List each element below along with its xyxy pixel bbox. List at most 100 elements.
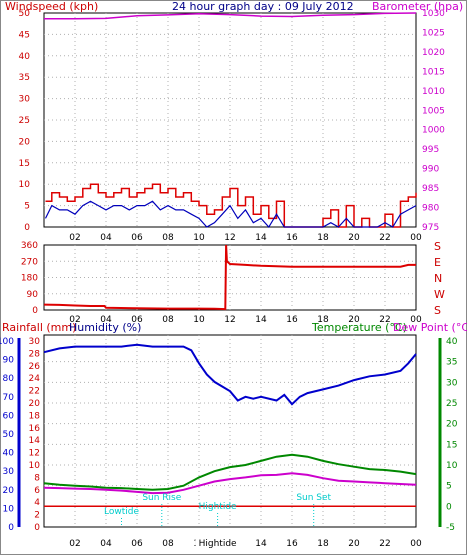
wind-baro-x-tick-labels: 02 04 06 08 10 12 14 16 18 20 22 00 [69,233,422,243]
wind-direction-line [43,244,416,311]
temperature-tick-label: 20 [446,420,458,430]
x-tick-label: 08 [162,233,174,243]
rainfall-tick-label: 2 [34,511,40,521]
x-tick-label: 00 [410,233,422,243]
windspeed-tick-label: 25 [19,116,30,126]
compass-label: S [434,304,441,317]
rainfall-tick-label: 20 [29,399,41,409]
temp-humidity-grid [44,335,416,527]
humidity-tick-label: 70 [3,393,15,403]
humidity-tick-label: 20 [3,486,15,496]
windspeed-tick-label: 5 [24,202,30,212]
barometer-tick-label: 985 [422,184,439,194]
compass-label: N [434,272,442,285]
barometer-tick-label: 995 [422,145,439,155]
x-tick-label: 22 [379,233,390,243]
temp-humidity-series [43,343,417,508]
rainfall-tick-label: 22 [29,387,40,397]
rainfall-tick-label: 24 [29,374,41,384]
humidity-line [43,343,417,406]
x-tick-label: 02 [69,539,80,549]
axis-annotation-label: Hightide [199,539,237,549]
direction-tick-label: 0 [32,306,38,316]
windspeed-tick-label: 15 [19,159,30,169]
x-tick-label: 10 [193,233,205,243]
temperature-tick-label: 40 [446,337,458,347]
wind-direction-series [43,244,416,311]
x-tick-label: 20 [348,315,360,325]
barometer-tick-label: 1030 [422,9,445,19]
x-tick-label: 18 [317,539,329,549]
rainfall-tick-label: 8 [34,473,40,483]
windspeed-tick-label: 50 [19,9,31,19]
barometer-tick-label: 1005 [422,106,445,116]
direction-tick-label: 90 [27,290,39,300]
wind-baro-series [44,12,417,229]
barometer-tick-label: 1015 [422,67,445,77]
x-tick-label: 14 [255,539,267,549]
x-tick-label: 00 [410,539,422,549]
annotation-label: Sun Rise [142,493,181,503]
temperature-tick-label: 25 [446,399,457,409]
annotation-label: Hightide [199,502,237,512]
x-tick-label: 16 [286,315,298,325]
annotation-label: Sun Set [296,493,331,503]
windspeed-tick-label: 20 [19,137,31,147]
rainfall-tick-label: 18 [29,411,41,421]
humidity-tick-label: 80 [3,374,15,384]
barometer-line [44,12,417,20]
x-tick-label: 08 [162,539,174,549]
chart-title: 24 hour graph day : 09 July 2012 [172,0,354,13]
rainfall-tick-label: 16 [29,424,41,434]
rainfall-tick-label: 30 [29,337,41,347]
barometer-tick-label: 1020 [422,48,445,58]
windspeed-tick-label: 10 [19,180,31,190]
barometer-tick-labels: 975 980 985 990 995 1000 1005 1010 1015 1020 1025 1… [422,9,445,233]
rainfall-tick-label: 4 [34,498,40,508]
rainfall-tick-label: 28 [29,349,41,359]
windspeed-tick-label: 35 [19,73,30,83]
temperature-tick-label: 30 [446,378,458,388]
x-tick-label: 04 [100,315,112,325]
x-tick-label: 12 [224,233,235,243]
barometer-tick-label: 1025 [422,28,445,38]
dewpoint-line [43,472,417,495]
windspeed-tick-labels: 0 5 10 15 20 25 30 35 40 45 50 [19,9,31,233]
x-tick-label: 04 [100,233,112,243]
x-tick-label: 10 [193,315,205,325]
x-tick-label: 18 [317,233,329,243]
windspeed-axis-label: Windspeed (kph) [5,0,98,13]
humidity-tick-label: 100 [0,337,14,347]
rainfall-tick-label: 12 [29,449,40,459]
x-tick-label: 20 [348,233,360,243]
x-tick-label: 00 [410,315,422,325]
temperature-axis-label: Temperature (°C) [311,321,407,334]
humidity-tick-label: 90 [3,356,15,366]
windspeed-line [44,200,417,229]
x-tick-label: 16 [286,539,298,549]
barometer-tick-label: 975 [422,223,439,233]
x-tick-label: 02 [69,315,80,325]
windspeed-tick-label: 0 [24,223,30,233]
barometer-tick-label: 1000 [422,126,445,136]
humidity-tick-label: 30 [3,467,15,477]
compass-label: E [434,256,441,269]
x-tick-label: 22 [379,315,390,325]
barometer-tick-label: 990 [422,165,439,175]
rainfall-tick-label: 14 [29,436,41,446]
windspeed-tick-label: 30 [19,95,31,105]
temperature-tick-label: 5 [446,482,452,492]
temperature-line [43,453,417,491]
direction-tick-label: 270 [21,257,38,267]
direction-tick-label: 360 [21,241,38,251]
x-tick-label: 18 [317,315,329,325]
windspeed-tick-label: 45 [19,30,30,40]
temperature-tick-label: 15 [446,440,457,450]
windspeed-tick-label: 40 [19,52,31,62]
wind-direction-tick-labels: 0 90 180 270 360 [21,241,38,316]
humidity-tick-label: 10 [3,504,15,514]
